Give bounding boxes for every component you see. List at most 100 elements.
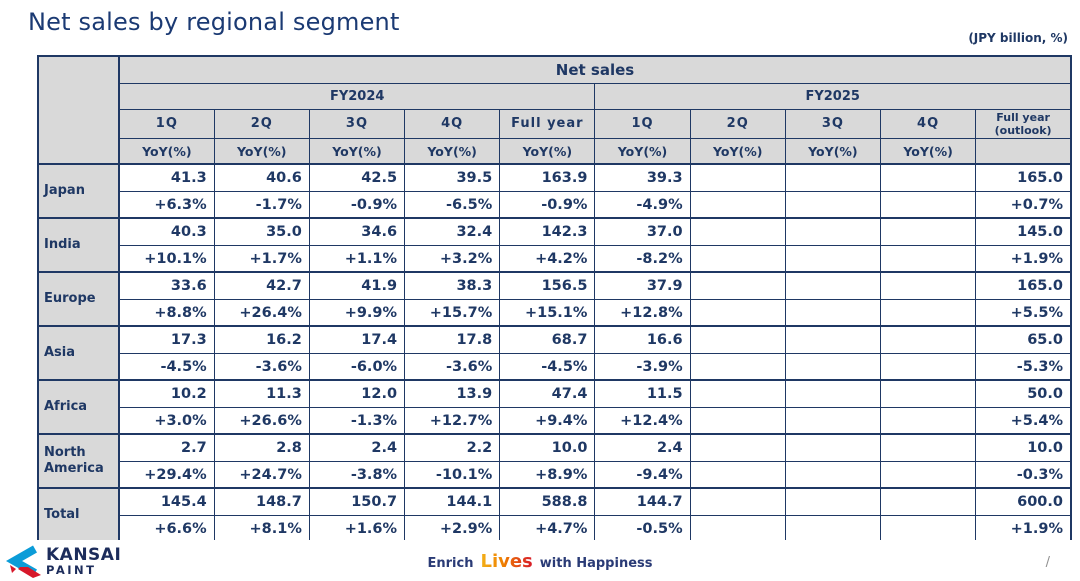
net-sales-cell: 2.4 [308,433,406,462]
net-sales-cell [784,271,882,300]
tagline-with-happiness: with Happiness [539,556,653,571]
table-row: North America 2.7 2.8 2.4 2.2 10.0 2.4 10.0 [37,433,1072,489]
net-sales-cell: 50.0 [975,379,1072,408]
yoy-cell: -0.9% [499,190,596,219]
tagline: Enrich Lives with Happiness [0,551,1080,572]
table-corner-cell [37,55,120,165]
yoy-header: YoY(%) [499,137,596,166]
table-row-yoy: +6.6% +8.1% +1.6% +2.9% +4.7% -0.5% +1.9% [38,514,1072,543]
table-row-yoy: +8.8% +26.4% +9.9% +15.7% +15.1% +12.8% +5.5% [38,298,1072,327]
table-row: Asia 17.3 16.2 17.4 17.8 68.7 16.6 65.0 [37,325,1072,381]
yoy-header: YoY(%) [689,137,786,166]
net-sales-cell [689,271,786,300]
yoy-cell: -3.6% [213,352,310,381]
yoy-cell [784,352,882,381]
yoy-cell: -6.5% [404,190,501,219]
net-sales-cell [689,163,786,192]
yoy-cell: -6.0% [308,352,406,381]
region-label: Asia [37,325,120,381]
net-sales-cell [879,433,977,462]
region-label: Total [37,487,120,543]
net-sales-cell: 13.9 [404,379,501,408]
yoy-header: YoY(%) [594,137,691,166]
yoy-cell: +1.7% [213,244,310,273]
region-label: India [37,217,120,273]
yoy-cell: +9.4% [499,406,596,435]
yoy-cell [784,514,882,543]
yoy-cell: +9.9% [308,298,406,327]
net-sales-cell [689,487,786,516]
yoy-cell [689,406,786,435]
net-sales-cell: 11.3 [213,379,310,408]
column-header: 1Q [118,108,215,139]
net-sales-cell: 2.2 [404,433,501,462]
yoy-cell: +5.4% [975,406,1072,435]
net-sales-cell: 148.7 [213,487,310,516]
yoy-cell [689,298,786,327]
net-sales-cell: 17.8 [404,325,501,354]
net-sales-cell [689,379,786,408]
yoy-cell: +1.1% [308,244,406,273]
net-sales-cell: 163.9 [499,163,596,192]
yoy-cell [689,460,786,489]
yoy-cell [879,406,977,435]
yoy-cell [784,244,882,273]
yoy-cell: +8.8% [118,298,215,327]
group-header-fy2024: FY2024 [118,82,596,110]
tagline-lives: Lives [480,551,533,572]
yoy-cell: +6.6% [118,514,215,543]
net-sales-cell [879,217,977,246]
yoy-cell: +29.4% [118,460,215,489]
yoy-cell: -4.5% [118,352,215,381]
logo-wordmark: KANSAI PAINT [46,546,121,577]
yoy-cell: -0.9% [308,190,406,219]
yoy-header: YoY(%) [784,137,882,166]
net-sales-cell: 68.7 [499,325,596,354]
net-sales-cell [689,433,786,462]
yoy-cell: +1.9% [975,244,1072,273]
yoy-cell [879,352,977,381]
yoy-cell: -3.6% [404,352,501,381]
yoy-cell: -0.3% [975,460,1072,489]
net-sales-cell: 2.7 [118,433,215,462]
net-sales-cell [879,379,977,408]
yoy-cell: +15.7% [404,298,501,327]
yoy-cell: -0.5% [594,514,691,543]
net-sales-cell [689,325,786,354]
net-sales-cell: 38.3 [404,271,501,300]
table-row: India 40.3 35.0 34.6 32.4 142.3 37.0 145.0 [37,217,1072,273]
column-header: Full year [499,108,596,139]
yoy-cell [689,190,786,219]
net-sales-cell: 37.0 [594,217,691,246]
net-sales-cell [689,217,786,246]
net-sales-cell: 17.3 [118,325,215,354]
yoy-cell: +1.9% [975,514,1072,543]
table-row: Total 145.4 148.7 150.7 144.1 588.8 144.7 600.0 [37,487,1072,543]
net-sales-cell [879,325,977,354]
net-sales-cell: 33.6 [118,271,215,300]
yoy-cell: -1.3% [308,406,406,435]
net-sales-cell [784,163,882,192]
yoy-header: YoY(%) [404,137,501,166]
net-sales-cell: 144.7 [594,487,691,516]
yoy-cell: -4.5% [499,352,596,381]
yoy-cell: +1.6% [308,514,406,543]
yoy-cell: -9.4% [594,460,691,489]
yoy-cell: +5.5% [975,298,1072,327]
yoy-header: YoY(%) [879,137,977,166]
net-sales-cell: 144.1 [404,487,501,516]
yoy-cell: +12.4% [594,406,691,435]
net-sales-cell: 40.6 [213,163,310,192]
table-row-yoy: -4.5% -3.6% -6.0% -3.6% -4.5% -3.9% -5.3% [38,352,1072,381]
yoy-cell [879,298,977,327]
yoy-cell: -4.9% [594,190,691,219]
table-row-yoy: +3.0% +26.6% -1.3% +12.7% +9.4% +12.4% +5.4% [38,406,1072,435]
yoy-cell: -10.1% [404,460,501,489]
group-header-fy2025: FY2025 [594,82,1072,110]
net-sales-cell [879,271,977,300]
net-sales-cell: 165.0 [975,163,1072,192]
net-sales-cell: 600.0 [975,487,1072,516]
yoy-header [975,137,1072,166]
net-sales-cell: 16.6 [594,325,691,354]
